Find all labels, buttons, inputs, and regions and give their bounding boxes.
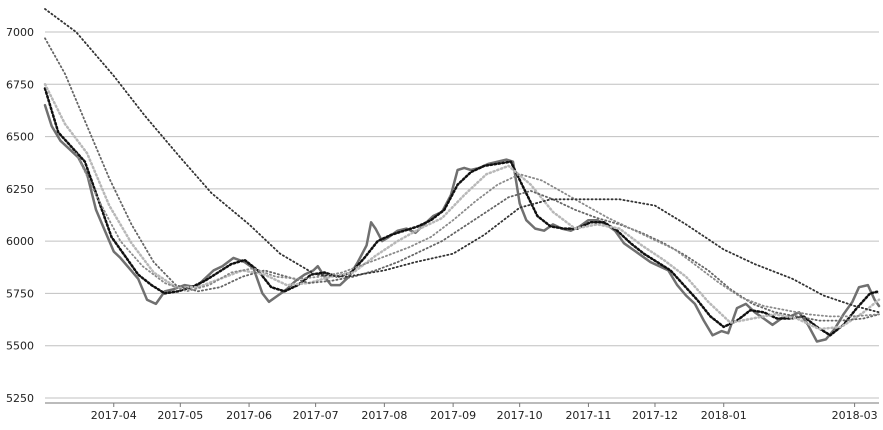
series-line-6 [44,8,880,314]
x-tick-label: 2017-11 [565,409,611,422]
y-tick-labels: 5250 5500 5750 6000 6250 6500 6750 7000 [6,26,34,405]
series-line-5 [75,152,880,318]
x-tick-label: 2017-04 [91,409,137,422]
x-tick-label: 2017-08 [361,409,407,422]
x-tick-label: 2018-01 [701,409,747,422]
y-tick-label: 6500 [6,131,34,144]
series-line-1 [43,103,881,343]
series-line-2 [43,87,881,337]
x-tick-label: 2017-05 [157,409,203,422]
x-tick-labels: 2017-04 2017-05 2017-06 2017-07 2017-08 2017-… [91,403,878,422]
gridlines [45,31,879,399]
y-tick-label: 6250 [6,183,34,196]
x-tick-label: 2017-10 [497,409,543,422]
y-tick-label: 6000 [6,235,34,248]
y-tick-label: 7000 [6,26,34,39]
y-tick-label: 5500 [6,340,34,353]
series-lines [43,8,881,343]
y-tick-label: 5250 [6,392,34,405]
y-tick-label: 6750 [6,78,34,91]
y-tick-label: 5750 [6,287,34,300]
x-tick-label: 2018-03 [832,409,878,422]
x-tick-label: 2017-06 [226,409,272,422]
x-tick-label: 2017-07 [293,409,339,422]
x-tick-label: 2017-09 [430,409,476,422]
x-tick-label: 2017-12 [632,409,678,422]
